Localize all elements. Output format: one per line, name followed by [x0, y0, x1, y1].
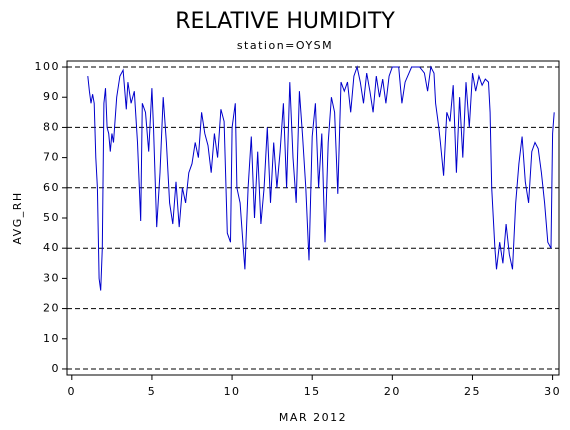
y-tick-label: 0: [52, 362, 61, 375]
y-tick-label: 70: [43, 151, 60, 164]
x-axis-label: MAR 2012: [279, 411, 347, 424]
y-tick-label: 40: [43, 241, 60, 254]
y-tick-label: 80: [43, 120, 60, 133]
x-tick-label: 20: [384, 385, 401, 398]
y-tick-label: 50: [43, 211, 60, 224]
x-tick-label: 15: [304, 385, 321, 398]
y-tick-label: 20: [43, 302, 60, 315]
x-tick-label: 30: [544, 385, 561, 398]
chart-title: RELATIVE HUMIDITY: [175, 9, 395, 34]
y-tick-label: 30: [43, 271, 60, 284]
data-line: [87, 65, 555, 291]
y-axis-label: AVG_RH: [11, 191, 24, 244]
chart-subtitle: station=OYSM: [237, 39, 333, 52]
y-tick-label: 10: [43, 332, 60, 345]
x-tick-label: 10: [224, 385, 241, 398]
y-tick-label: 100: [35, 60, 61, 73]
y-tick-label: 90: [43, 90, 60, 103]
x-tick-label: 5: [148, 385, 157, 398]
y-tick-label: 60: [43, 181, 60, 194]
x-tick-label: 25: [464, 385, 481, 398]
x-tick-label: 0: [68, 385, 77, 398]
